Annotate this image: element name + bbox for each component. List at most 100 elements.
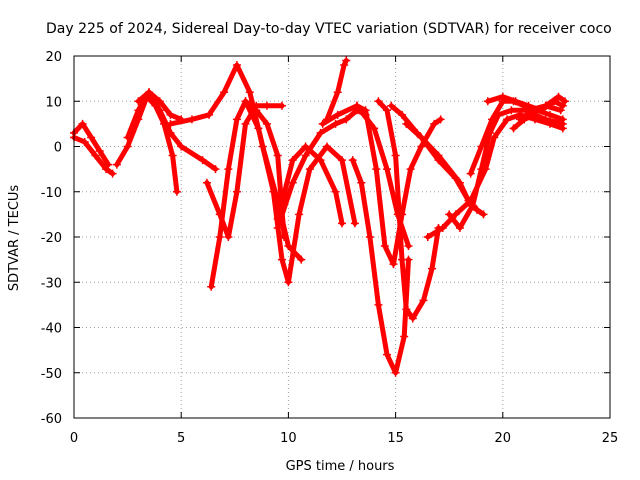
data-point-marker — [284, 278, 293, 287]
data-point-marker — [123, 133, 132, 142]
y-tick-label: -60 — [41, 412, 62, 427]
series-trace-19 — [425, 112, 566, 240]
data-point-marker — [87, 133, 96, 142]
y-axis-label: SDTVAR / TECUs — [7, 185, 22, 292]
data-point-marker — [348, 156, 357, 165]
data-point-marker — [112, 160, 121, 169]
data-point-marker — [428, 264, 437, 273]
chart-title: Day 225 of 2024, Sidereal Day-to-day VTE… — [46, 21, 612, 37]
data-point-marker — [123, 142, 132, 151]
data-point-marker — [104, 160, 113, 169]
series-trace-10 — [275, 107, 369, 231]
data-point-marker — [277, 255, 286, 264]
data-point-marker — [288, 156, 297, 165]
data-point-marker — [515, 115, 524, 124]
series-trace-18 — [403, 121, 480, 213]
data-point-marker — [273, 223, 282, 232]
data-point-marker — [91, 151, 100, 160]
data-point-marker — [370, 124, 379, 133]
data-point-marker — [155, 106, 164, 115]
data-point-marker — [545, 110, 554, 119]
data-point-marker — [318, 119, 327, 128]
data-point-marker — [145, 88, 154, 97]
data-point-marker — [528, 106, 537, 115]
series-trace-9 — [243, 98, 358, 285]
y-tick-label: 10 — [45, 95, 62, 110]
data-point-marker — [374, 300, 383, 309]
data-point-marker — [273, 151, 282, 160]
data-point-marker — [108, 169, 117, 178]
data-point-marker — [380, 242, 389, 251]
data-point-marker — [406, 165, 415, 174]
data-point-marker — [211, 165, 220, 174]
data-point-marker — [338, 219, 346, 228]
data-point-marker — [402, 305, 411, 314]
data-point-marker — [224, 165, 233, 174]
data-point-marker — [241, 119, 250, 128]
x-tick-label: 20 — [495, 431, 512, 446]
series-trace-12 — [324, 58, 349, 122]
data-point-marker — [468, 201, 477, 210]
data-point-marker — [220, 88, 229, 97]
data-point-marker — [350, 219, 359, 228]
x-tick-label: 5 — [177, 431, 185, 446]
data-point-marker — [361, 106, 370, 115]
data-point-marker — [166, 128, 175, 137]
data-point-marker — [398, 110, 407, 119]
data-point-marker — [134, 106, 143, 115]
data-point-marker — [483, 97, 492, 106]
data-point-marker — [383, 165, 392, 174]
data-point-marker — [262, 101, 271, 110]
data-point-marker — [305, 165, 314, 174]
data-point-marker — [466, 169, 475, 178]
data-point-marker — [232, 187, 241, 196]
x-tick-label: 15 — [387, 431, 404, 446]
data-point-marker — [408, 314, 417, 323]
data-point-marker — [155, 97, 164, 106]
data-point-marker — [419, 296, 428, 305]
data-point-marker — [524, 101, 533, 110]
data-point-marker — [331, 187, 340, 196]
data-point-marker — [166, 119, 175, 128]
data-point-marker — [284, 242, 293, 251]
data-point-marker — [254, 124, 263, 133]
data-point-marker — [333, 110, 342, 119]
data-point-marker — [507, 106, 516, 115]
data-point-marker — [224, 233, 233, 241]
data-point-marker — [78, 119, 87, 128]
x-tick-label: 0 — [70, 431, 78, 446]
data-point-marker — [273, 214, 282, 223]
data-point-marker — [207, 282, 216, 291]
y-tick-label: -10 — [41, 186, 62, 201]
data-point-marker — [102, 165, 111, 174]
data-point-marker — [423, 233, 432, 241]
data-point-marker — [365, 233, 374, 241]
series-trace-11 — [275, 144, 345, 226]
data-point-marker — [252, 106, 261, 115]
axis-ticks: 0 5 10 15 20 25 -60 -50 -40 -30 -20 -10 0 10 20 — [41, 50, 619, 446]
data-point-marker — [503, 115, 512, 124]
data-point-marker — [383, 350, 392, 359]
data-point-marker — [134, 97, 143, 106]
data-point-marker — [166, 110, 175, 119]
data-point-marker — [556, 106, 565, 115]
data-point-marker — [404, 242, 413, 251]
data-point-marker — [342, 115, 351, 124]
x-tick-label: 10 — [280, 431, 297, 446]
data-point-marker — [402, 119, 411, 128]
series-trace-15 — [354, 103, 444, 267]
series-trace-2 — [71, 121, 111, 168]
data-point-marker — [288, 178, 297, 187]
data-point-marker — [391, 368, 400, 377]
data-point-marker — [374, 97, 383, 106]
data-point-marker — [383, 106, 392, 115]
data-point-marker — [353, 101, 362, 110]
data-point-marker — [322, 142, 331, 151]
data-point-marker — [232, 61, 241, 70]
data-point-marker — [558, 119, 567, 128]
data-point-marker — [357, 178, 366, 187]
data-point-marker — [473, 205, 482, 214]
y-tick-label: 20 — [45, 50, 62, 65]
data-point-marker — [488, 115, 497, 124]
